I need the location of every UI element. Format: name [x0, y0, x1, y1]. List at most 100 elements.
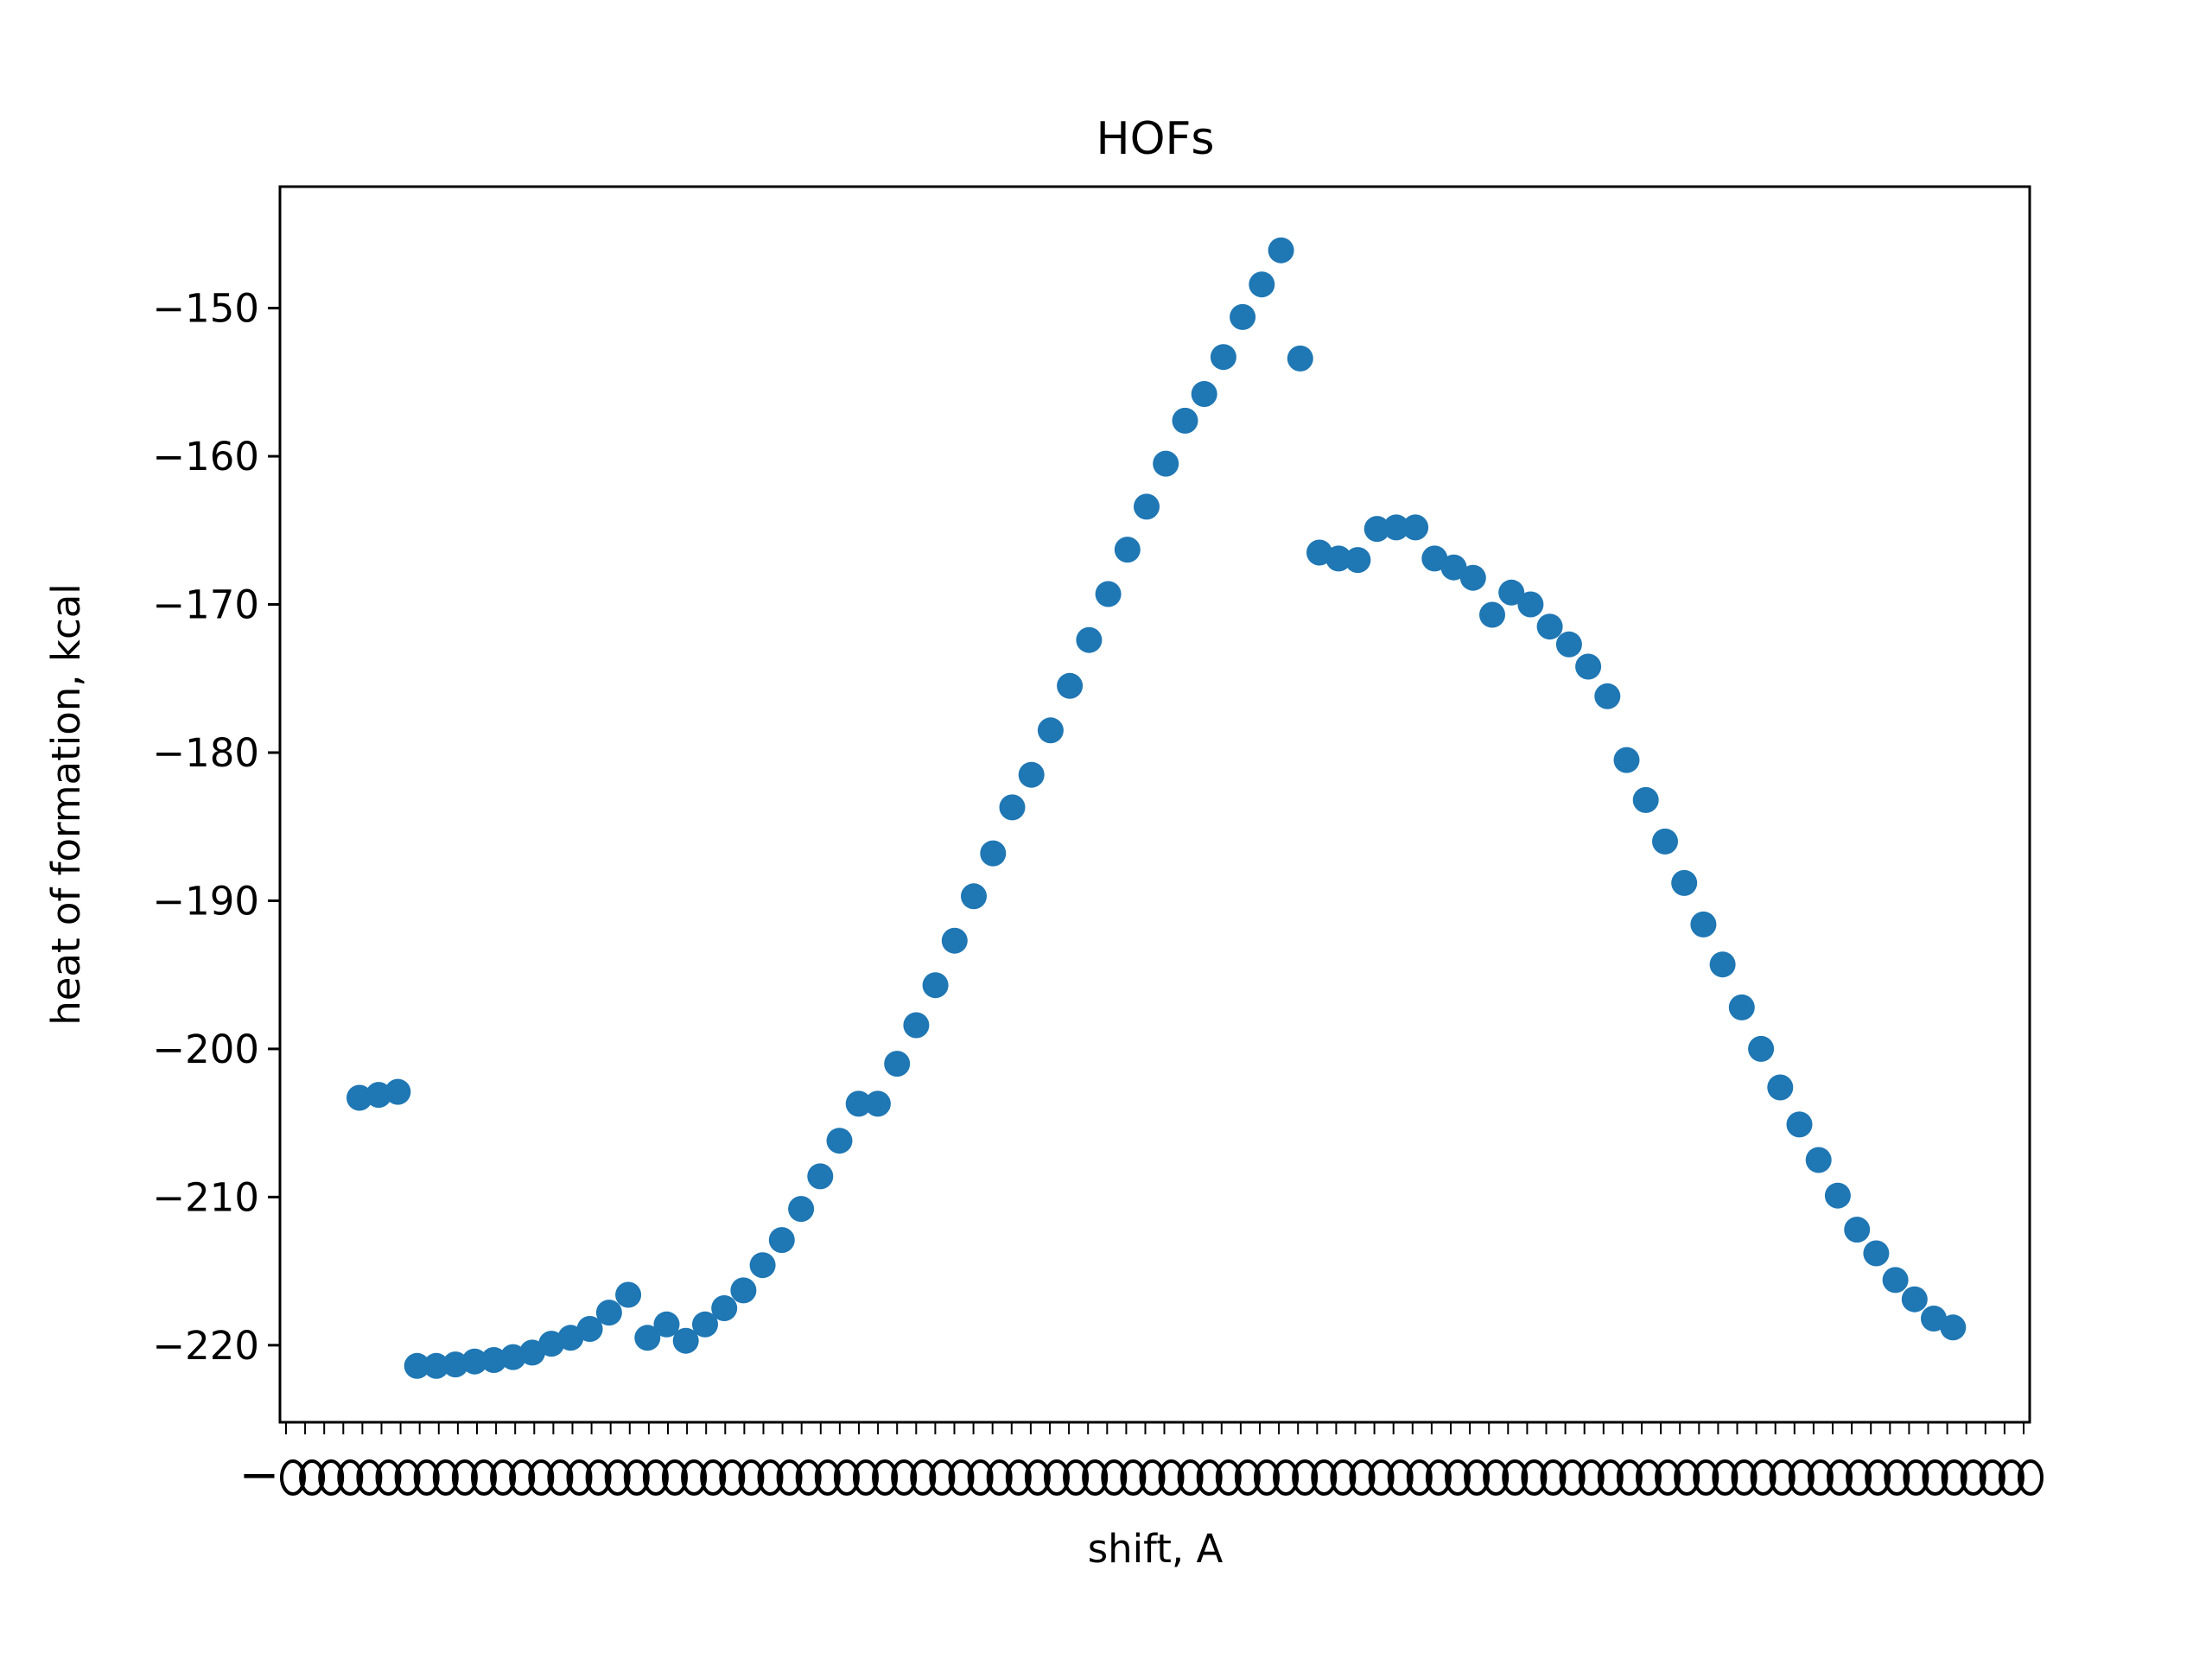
- x-tick-label-glyph: [1139, 1459, 1166, 1496]
- x-tick-label-glyph: [1616, 1459, 1643, 1496]
- data-point: [1728, 994, 1755, 1020]
- data-point: [1479, 601, 1505, 628]
- x-tick-label-glyph: [1693, 1459, 1719, 1496]
- data-point: [1882, 1267, 1909, 1294]
- data-point: [1114, 537, 1141, 563]
- x-tick-label-glyph: [1005, 1459, 1032, 1496]
- data-point: [595, 1300, 622, 1326]
- data-point: [1287, 345, 1313, 372]
- x-tick-label-glyph: [1502, 1459, 1529, 1496]
- y-tick-label: −180: [152, 730, 259, 776]
- y-tick-label: −170: [152, 582, 259, 628]
- data-point: [788, 1196, 815, 1223]
- y-axis: −220 −210 −200 −190 −180 −170 −160 −150: [152, 286, 280, 1369]
- data-point: [1863, 1240, 1890, 1267]
- x-tick-label-glyph: [1540, 1459, 1567, 1496]
- x-tick-labels-overlap: [280, 1459, 2044, 1496]
- x-tick-label-glyph: [1254, 1459, 1280, 1496]
- data-point: [1268, 237, 1294, 264]
- x-tick-label-glyph: [719, 1459, 746, 1496]
- x-tick-label-glyph: [1120, 1459, 1147, 1496]
- data-point: [1018, 761, 1045, 788]
- x-tick-label: −: [239, 1447, 280, 1503]
- x-axis: −: [239, 1422, 2044, 1503]
- data-point: [1536, 613, 1563, 640]
- data-point: [1786, 1111, 1813, 1138]
- data-point: [1844, 1217, 1871, 1243]
- x-tick-label-glyph: [528, 1459, 555, 1496]
- x-tick-label-glyph: [1330, 1459, 1357, 1496]
- data-point: [903, 1012, 930, 1039]
- x-tick-label-glyph: [1234, 1459, 1261, 1496]
- data-point: [1652, 828, 1678, 855]
- x-tick-label-glyph: [662, 1459, 688, 1496]
- x-tick-label-glyph: [356, 1459, 383, 1496]
- data-point: [423, 1352, 449, 1379]
- x-tick-label-glyph: [1712, 1459, 1738, 1496]
- data-point: [1037, 717, 1064, 744]
- data-point: [461, 1348, 488, 1375]
- data-point: [1076, 626, 1103, 653]
- x-tick-label-glyph: [1559, 1459, 1586, 1496]
- x-tick-label-glyph: [1922, 1459, 1948, 1496]
- data-point: [1748, 1035, 1775, 1062]
- x-tick-label-glyph: [795, 1459, 822, 1496]
- data-point: [730, 1277, 757, 1304]
- x-tick-label-glyph: [948, 1459, 975, 1496]
- x-tick-label-glyph: [757, 1459, 784, 1496]
- data-point: [864, 1090, 891, 1117]
- x-tick-label-glyph: [299, 1459, 326, 1496]
- data-point: [980, 840, 1007, 867]
- x-tick-label-glyph: [1827, 1459, 1853, 1496]
- x-tick-label-glyph: [1311, 1459, 1338, 1496]
- data-point: [1363, 516, 1390, 543]
- data-point: [1382, 514, 1409, 541]
- x-tick-label-glyph: [2018, 1459, 2044, 1496]
- data-point: [1134, 493, 1160, 520]
- data-point: [1921, 1306, 1947, 1332]
- data-point: [1325, 545, 1352, 572]
- x-tick-label-glyph: [681, 1459, 708, 1496]
- x-tick-label-glyph: [566, 1459, 593, 1496]
- x-tick-label-glyph: [1196, 1459, 1223, 1496]
- x-tick-label-glyph: [1387, 1459, 1414, 1496]
- data-point: [1402, 514, 1429, 541]
- data-point: [672, 1327, 699, 1354]
- data-point: [1210, 344, 1236, 371]
- data-point: [961, 883, 987, 910]
- data-point: [941, 927, 968, 954]
- x-tick-label-glyph: [853, 1459, 879, 1496]
- x-tick-label-glyph: [1903, 1459, 1929, 1496]
- data-point: [480, 1347, 507, 1373]
- x-tick-label-glyph: [375, 1459, 402, 1496]
- x-tick-label-glyph: [413, 1459, 440, 1496]
- x-tick-label-glyph: [1655, 1459, 1681, 1496]
- x-tick-label-glyph: [1788, 1459, 1815, 1496]
- x-tick-label-glyph: [1998, 1459, 2024, 1496]
- x-tick-label-glyph: [337, 1459, 364, 1496]
- x-tick-label-glyph: [1349, 1459, 1376, 1496]
- chart-title: HOFs: [1096, 113, 1214, 165]
- x-tick-label-glyph: [1636, 1459, 1662, 1496]
- data-point: [749, 1252, 776, 1279]
- x-tick-label-glyph: [1769, 1459, 1796, 1496]
- x-tick-label-glyph: [1941, 1459, 1967, 1496]
- x-tick-label-glyph: [1960, 1459, 1986, 1496]
- data-point: [1690, 911, 1717, 938]
- x-tick-label-glyph: [910, 1459, 937, 1496]
- x-tick-label-glyph: [1368, 1459, 1395, 1496]
- data-point: [1940, 1314, 1967, 1341]
- plot-frame: [278, 185, 2031, 1424]
- x-tick-label-glyph: [1024, 1459, 1051, 1496]
- x-tick-label-glyph: [1158, 1459, 1185, 1496]
- data-point: [1498, 579, 1525, 606]
- x-tick-label-glyph: [280, 1459, 306, 1496]
- x-tick-label-glyph: [872, 1459, 899, 1496]
- data-point: [1191, 381, 1217, 407]
- x-tick-label-glyph: [471, 1459, 497, 1496]
- x-tick-label-glyph: [1807, 1459, 1834, 1496]
- data-point: [365, 1082, 392, 1109]
- x-tick-label-glyph: [623, 1459, 650, 1496]
- data-point: [1230, 303, 1256, 330]
